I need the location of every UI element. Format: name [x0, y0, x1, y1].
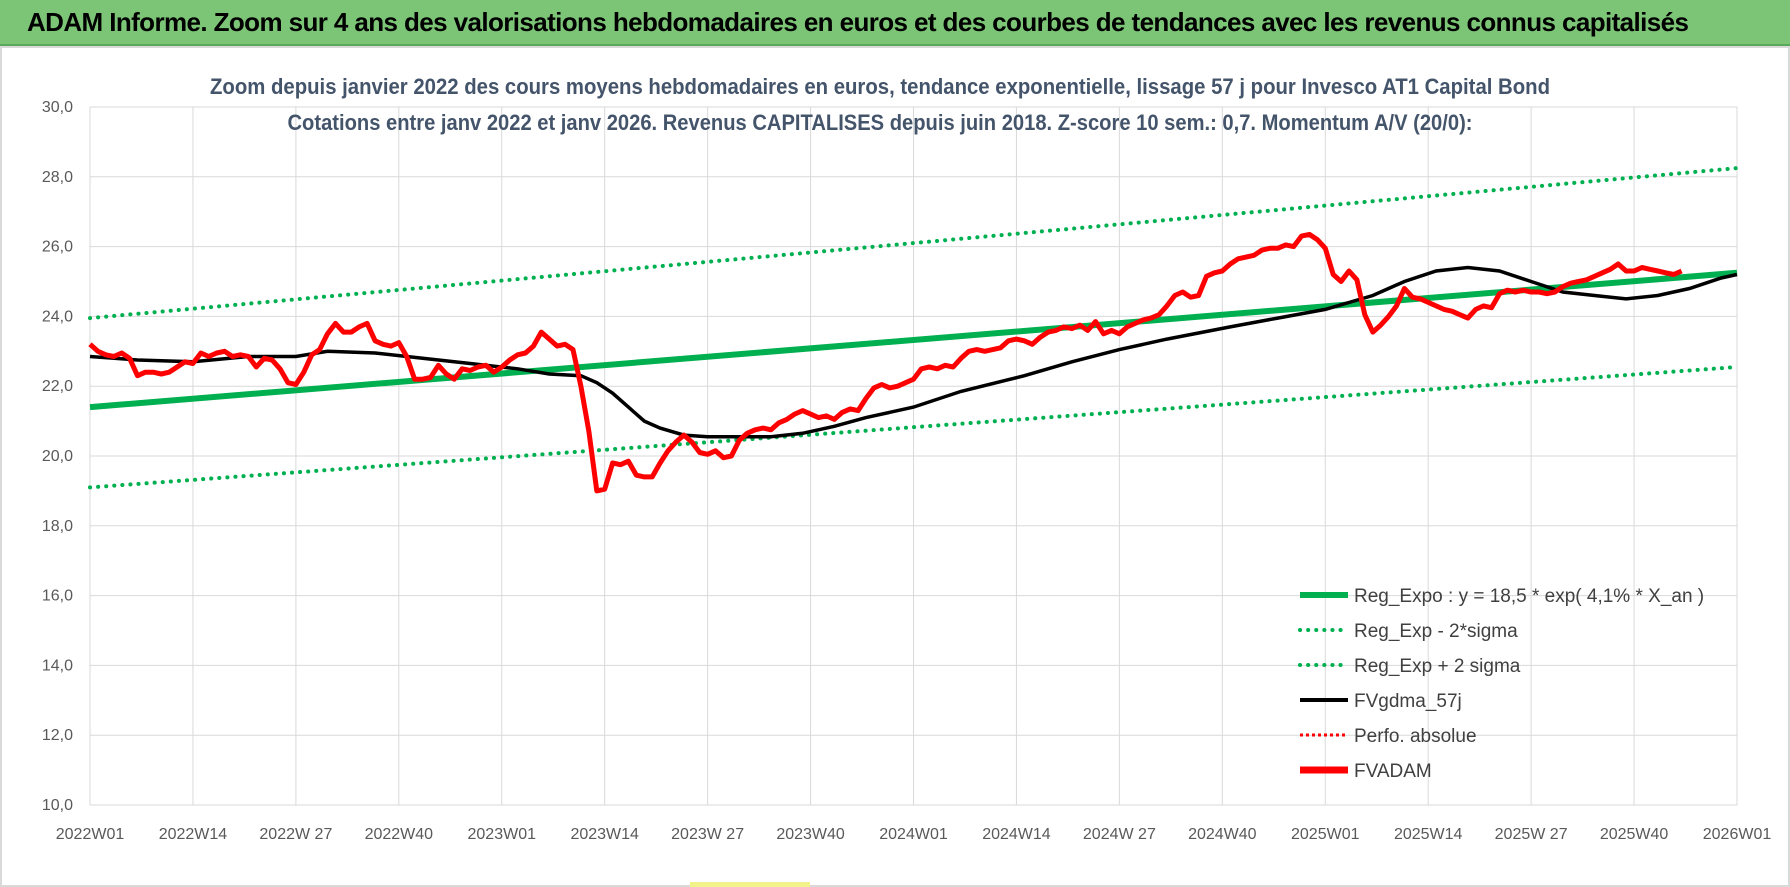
grid [89, 106, 1738, 806]
y-tick-label: 20,0 [42, 448, 73, 465]
legend-label: Reg_Exp - 2*sigma [1354, 621, 1518, 642]
y-tick-label: 14,0 [42, 657, 73, 674]
legend-label: FVADAM [1354, 761, 1432, 782]
x-tick-label: 2022W14 [159, 826, 228, 843]
legend: Reg_Expo : y = 18,5 * exp( 4,1% * X_an )… [1298, 586, 1704, 782]
x-tick-label: 2025W40 [1600, 826, 1669, 843]
x-tick-label: 2023W01 [468, 826, 537, 843]
x-tick-label: 2024W14 [982, 826, 1051, 843]
series-line [88, 166, 1739, 321]
x-tick-label: 2022W 27 [259, 826, 332, 843]
chart-title-line1: Zoom depuis janvier 2022 des cours moyen… [210, 74, 1550, 99]
legend-label: Reg_Exp + 2 sigma [1354, 656, 1521, 677]
chart-frame [0, 46, 1790, 887]
bottom-strip [690, 882, 810, 887]
y-tick-label: 12,0 [42, 727, 73, 744]
y-tick-label: 30,0 [42, 99, 73, 116]
x-tick-label: 2022W40 [365, 826, 434, 843]
series-line [88, 365, 1739, 490]
y-tick-label: 24,0 [42, 308, 73, 325]
x-axis-ticks: 2022W01 2022W14 2022W 27 2022W40 2023W01 2023… [56, 826, 1772, 843]
x-tick-label: 2023W 27 [671, 826, 744, 843]
x-tick-label: 2024W01 [879, 826, 948, 843]
series-group [88, 166, 1739, 494]
x-tick-label: 2025W14 [1394, 826, 1463, 843]
banner-title: ADAM Informe. Zoom sur 4 ans des valoris… [27, 7, 1689, 37]
x-tick-label: 2025W 27 [1495, 826, 1568, 843]
legend-label: FVgdma_57j [1354, 691, 1462, 712]
y-tick-label: 26,0 [42, 239, 73, 256]
chart-title-line2: Cotations entre janv 2022 et janv 2026. … [288, 110, 1473, 135]
x-tick-label: 2025W01 [1291, 826, 1360, 843]
legend-label: Reg_Expo : y = 18,5 * exp( 4,1% * X_an ) [1354, 586, 1704, 607]
series-line [89, 265, 1738, 439]
x-tick-label: 2024W 27 [1083, 826, 1156, 843]
series-line [88, 231, 1683, 494]
x-tick-label: 2024W40 [1188, 826, 1257, 843]
banner: ADAM Informe. Zoom sur 4 ans des valoris… [0, 0, 1790, 46]
y-tick-label: 18,0 [42, 518, 73, 535]
x-tick-label: 2023W14 [570, 826, 639, 843]
y-tick-label: 10,0 [42, 797, 73, 814]
series-line [89, 269, 1738, 411]
legend-label: Perfo. absolue [1354, 726, 1477, 747]
x-tick-label: 2022W01 [56, 826, 125, 843]
x-tick-label: 2026W01 [1703, 826, 1772, 843]
x-tick-label: 2023W40 [776, 826, 845, 843]
y-tick-label: 22,0 [42, 378, 73, 395]
y-tick-label: 28,0 [42, 169, 73, 186]
y-axis-ticks: 30,0 28,0 26,0 24,0 22,0 20,0 18,0 16,0 14,0 12,0… [42, 99, 73, 814]
y-tick-label: 16,0 [42, 588, 73, 605]
